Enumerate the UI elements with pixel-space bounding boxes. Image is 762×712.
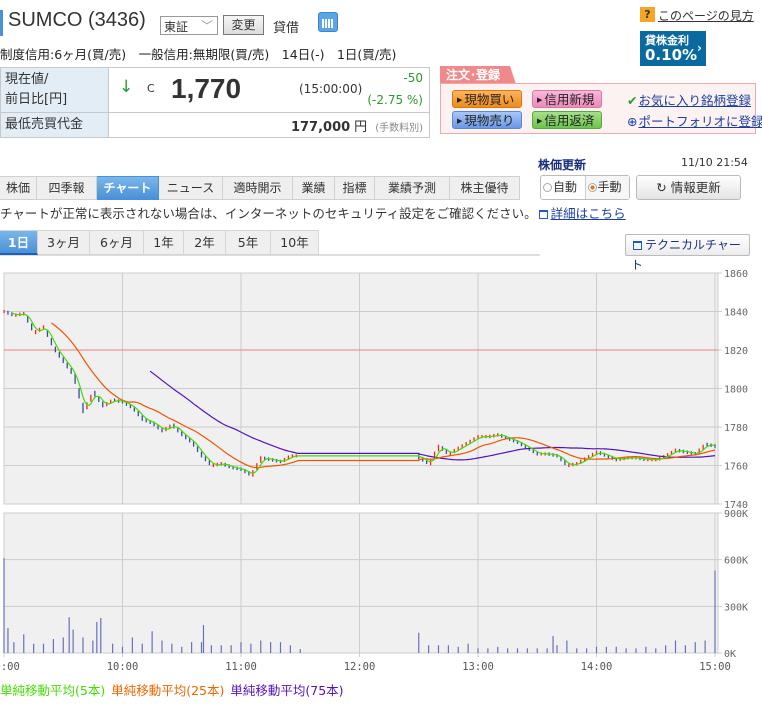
market-select[interactable]: 東証 ﹀ xyxy=(160,16,218,35)
price-change-pct: (-2.75 %) xyxy=(367,92,423,107)
stock-title: SUMCO (3436) xyxy=(8,9,146,31)
window-icon xyxy=(538,210,548,219)
triangle-icon: ▶ xyxy=(537,96,543,104)
notice: チャートが正常に表示されない場合は、インターネットのセキュリティ設定をご確認くだ… xyxy=(0,206,626,221)
price-tick-label: 1800 xyxy=(724,385,748,396)
help-icon[interactable]: ? xyxy=(640,7,655,22)
tab-4[interactable]: 適時開示 xyxy=(223,176,293,200)
tab-8[interactable]: 株主優待 xyxy=(450,176,520,200)
update-mode: 自動 手動 xyxy=(540,175,630,200)
tab-0[interactable]: 株価 xyxy=(0,176,37,200)
update-time: 11/10 21:54 xyxy=(681,156,748,169)
close-flag: C xyxy=(147,81,155,95)
price-label: 現在値/前日比[円] xyxy=(0,67,109,113)
triangle-icon: ▶ xyxy=(457,96,463,104)
price-time: (15:00:00) xyxy=(299,81,363,96)
ma25-line xyxy=(51,322,716,469)
period-tab-6[interactable]: 10年 xyxy=(271,230,319,255)
refresh-icon: ↻ xyxy=(656,180,671,195)
volume-plot-area xyxy=(3,512,719,654)
ma5-line xyxy=(11,312,716,474)
triangle-icon: ▶ xyxy=(457,117,463,125)
lending-rate-button[interactable]: 貸株金利 0.10% › xyxy=(640,31,706,66)
legend-item: 単純移動平均(25本) xyxy=(111,683,225,698)
lending-rate-label: 貸株金利 xyxy=(645,34,689,47)
portfolio-link[interactable]: ⊕ポートフォリオに登録 xyxy=(627,114,762,129)
title-accent xyxy=(0,10,3,36)
min-unit: 円 xyxy=(354,119,368,135)
quote-table: 現在値/前日比[円] ↓ C 1,770 (15:00:00) -50 (-2.… xyxy=(0,67,430,138)
volume-tick-label: 0K xyxy=(724,649,736,660)
current-price: 1,770 xyxy=(171,72,242,104)
chevron-right-icon: › xyxy=(697,41,702,55)
tab-7[interactable]: 業績予測 xyxy=(375,176,450,200)
change-button[interactable]: 変更 xyxy=(223,15,264,35)
price-change: -50 xyxy=(403,70,423,85)
legend-item: 単純移動平均(75本) xyxy=(230,683,344,698)
market-value: 東証 xyxy=(164,20,189,34)
margin-new-button[interactable]: ▶ 信用新規 xyxy=(532,90,602,108)
period-tab-3[interactable]: 1年 xyxy=(144,230,184,255)
period-tab-0[interactable]: 1日 xyxy=(0,230,38,255)
lending-rate-value: 0.10% xyxy=(645,46,698,64)
window-icon xyxy=(633,241,642,250)
update-label: 株価更新 xyxy=(538,158,587,172)
radio-auto[interactable]: 自動 xyxy=(541,176,585,199)
tab-5[interactable]: 業績 xyxy=(293,176,335,200)
legend-item: 単純移動平均(5本) xyxy=(0,683,106,698)
time-tick-label: 10:00 xyxy=(107,661,139,673)
chart-legend: 単純移動平均(5本) 単純移動平均(25本) 単純移動平均(75本) xyxy=(0,680,350,699)
period-tab-1[interactable]: 3ヶ月 xyxy=(38,230,90,255)
check-icon: ✔ xyxy=(627,93,638,108)
min-amount: 177,000 xyxy=(290,119,351,135)
main-tabs: 株価 四季報 チャート ニュース 適時開示 業績 指標 業績予測 株主優待 xyxy=(0,176,520,200)
period-tab-4[interactable]: 2年 xyxy=(184,230,226,255)
tab-2[interactable]: チャート xyxy=(97,176,159,200)
price-tick-label: 1780 xyxy=(724,423,748,434)
details-link[interactable]: 詳細はこちら xyxy=(550,206,626,221)
technical-chart-button[interactable]: テクニカルチャート xyxy=(625,234,750,272)
plus-circle-icon: ⊕ xyxy=(627,114,638,129)
price-tick-label: 1820 xyxy=(724,346,748,357)
tab-1[interactable]: 四季報 xyxy=(37,176,97,200)
price-tick-label: 1740 xyxy=(724,500,748,511)
time-tick-label: 11:00 xyxy=(225,661,257,673)
triangle-icon: ▶ xyxy=(537,117,543,125)
time-tick-label: 14:00 xyxy=(581,661,613,673)
min-amount-label: 最低売買代金 xyxy=(0,112,109,138)
time-tick-label: 15:00 xyxy=(699,661,731,673)
margin-type: 貸借 xyxy=(273,21,300,36)
chevron-down-icon: ﹀ xyxy=(200,19,213,33)
price-tick-label: 1860 xyxy=(724,269,748,280)
volume-tick-label: 300K xyxy=(724,602,748,613)
order-panel: ▶ 現物買い ▶ 信用新規 ▶ 現物売り ▶ 信用返済 ✔お気に入り銘柄登録 ⊕ポートフ… xyxy=(440,83,762,134)
period-tab-2[interactable]: 6ヶ月 xyxy=(90,230,144,255)
margin-repay-button[interactable]: ▶ 信用返済 xyxy=(532,111,602,129)
radio-manual[interactable]: 手動 xyxy=(584,176,629,199)
period-tab-5[interactable]: 5年 xyxy=(226,230,271,255)
time-tick-label: 12:00 xyxy=(344,661,376,673)
time-tick-label: 09:00 xyxy=(0,661,20,673)
order-tab: 注文･登録 xyxy=(440,66,516,84)
tab-3[interactable]: ニュース xyxy=(159,176,223,200)
volume-tick-label: 600K xyxy=(724,556,748,567)
sell-button[interactable]: ▶ 現物売り xyxy=(452,111,522,129)
favorite-link[interactable]: ✔お気に入り銘柄登録 xyxy=(627,93,751,108)
help-link[interactable]: このページの見方 xyxy=(658,9,754,23)
period-tabs: 1日 3ヶ月 6ヶ月 1年 2年 5年 10年 xyxy=(0,230,540,256)
credit-info: 制度信用:6ヶ月(買/売) 一般信用:無期限(買/売) 14日(-) 1日(買/… xyxy=(0,47,397,62)
refresh-button[interactable]: ↻ 情報更新 xyxy=(636,175,741,200)
fee-note: (手数料別) xyxy=(375,122,423,134)
volume-tick-label: 900K xyxy=(724,509,748,520)
tab-6[interactable]: 指標 xyxy=(335,176,375,200)
calendar-icon[interactable] xyxy=(318,12,338,32)
time-tick-label: 13:00 xyxy=(462,661,494,673)
ma75-line xyxy=(149,370,716,461)
price-tick-label: 1840 xyxy=(724,308,748,319)
price-tick-label: 1760 xyxy=(724,462,748,473)
arrow-down-icon: ↓ xyxy=(119,76,134,97)
buy-button[interactable]: ▶ 現物買い xyxy=(452,90,522,108)
